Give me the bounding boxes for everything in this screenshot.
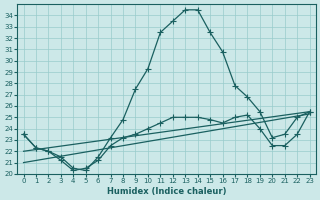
X-axis label: Humidex (Indice chaleur): Humidex (Indice chaleur) xyxy=(107,187,226,196)
